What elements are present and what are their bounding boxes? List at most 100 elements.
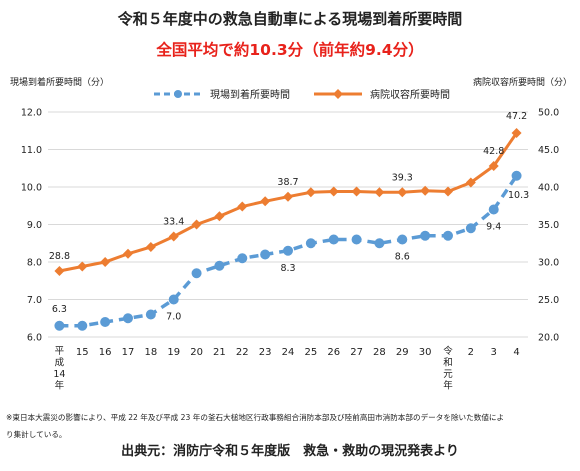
data-point-hospital bbox=[168, 231, 179, 242]
data-point-arrival bbox=[123, 313, 133, 324]
data-point-hospital bbox=[237, 201, 248, 212]
data-point-hospital bbox=[214, 211, 225, 222]
data-point-hospital bbox=[488, 161, 499, 171]
x-tick-label: 2 bbox=[468, 347, 474, 358]
data-label-hospital: 47.2 bbox=[506, 111, 527, 122]
x-tick-label: 29 bbox=[396, 347, 409, 358]
right-tick-label: 30.0 bbox=[538, 258, 559, 269]
data-point-arrival bbox=[260, 249, 271, 260]
data-point-hospital bbox=[191, 219, 202, 230]
data-point-hospital bbox=[374, 187, 385, 198]
legend-marker-hospital bbox=[314, 88, 362, 99]
data-point-arrival bbox=[465, 223, 476, 234]
x-tick-label: 20 bbox=[190, 347, 203, 358]
legend-item-arrival: 現場到着所要時間 bbox=[152, 86, 290, 101]
data-point-arrival bbox=[191, 268, 202, 279]
x-tick-label: 15 bbox=[76, 347, 89, 358]
data-label-hospital: 38.7 bbox=[277, 177, 298, 188]
data-label-arrival: 6.3 bbox=[52, 304, 67, 315]
x-tick-label: 16 bbox=[99, 347, 112, 358]
data-label-arrival: 9.4 bbox=[486, 222, 501, 233]
x-tick-label: 4 bbox=[513, 347, 519, 358]
data-point-hospital bbox=[77, 261, 88, 272]
footnote: ※東日本大震災の影響により、平成 22 年及び平成 23 年の釜石大槌地区行政事… bbox=[6, 409, 576, 443]
data-label-hospital: 42.8 bbox=[483, 146, 504, 157]
right-tick-label: 20.0 bbox=[538, 333, 559, 344]
data-point-arrival bbox=[397, 234, 408, 245]
data-point-arrival bbox=[237, 253, 248, 264]
legend-label-hospital: 病院収容所要時間 bbox=[370, 90, 450, 101]
data-point-hospital bbox=[283, 191, 293, 202]
x-tick-label: 25 bbox=[304, 347, 317, 358]
data-point-arrival bbox=[283, 245, 293, 256]
legend-item-hospital: 病院収容所要時間 bbox=[312, 86, 450, 101]
left-tick-label: 8.0 bbox=[27, 258, 42, 269]
x-tick-label: 26 bbox=[327, 347, 340, 358]
right-tick-label: 50.0 bbox=[538, 108, 559, 119]
x-tick-label: 3 bbox=[491, 347, 497, 358]
data-point-hospital bbox=[100, 257, 111, 267]
chart-title: 令和５年度中の救急自動車による現場到着所要時間 bbox=[117, 10, 463, 28]
right-tick-label: 25.0 bbox=[538, 295, 559, 306]
data-point-arrival bbox=[374, 238, 385, 249]
data-point-hospital bbox=[328, 186, 339, 197]
right-tick-label: 45.0 bbox=[538, 145, 559, 156]
data-point-hospital bbox=[305, 187, 316, 198]
data-label-hospital: 33.4 bbox=[163, 217, 184, 228]
data-point-hospital bbox=[397, 187, 408, 198]
left-tick-label: 9.0 bbox=[27, 220, 42, 231]
x-tick-label: 27 bbox=[350, 347, 363, 358]
data-point-hospital bbox=[511, 128, 522, 138]
footnote-line-2: り集計している。 bbox=[6, 430, 67, 439]
data-point-arrival bbox=[305, 238, 316, 249]
data-point-hospital bbox=[351, 186, 362, 197]
x-tick-label: 平成 14 年 bbox=[53, 346, 65, 392]
data-point-arrival bbox=[488, 204, 499, 215]
data-point-arrival bbox=[145, 309, 156, 320]
data-point-arrival bbox=[214, 260, 225, 271]
x-tick-label: 30 bbox=[419, 347, 432, 358]
source-credit: 出典元：消防庁令和５年度版 救急・救助の現況発表より bbox=[121, 444, 459, 459]
x-tick-label: 23 bbox=[259, 347, 272, 358]
data-label-arrival: 8.6 bbox=[395, 252, 410, 263]
right-axis-label: 病院収容所要時間（分） bbox=[472, 78, 572, 88]
data-point-hospital bbox=[443, 186, 453, 197]
data-label-arrival: 10.3 bbox=[508, 190, 529, 201]
data-point-arrival bbox=[54, 320, 65, 331]
x-tick-label: 19 bbox=[167, 347, 180, 358]
x-tick-label: 令和元年 bbox=[443, 345, 453, 392]
data-point-arrival bbox=[328, 234, 339, 245]
data-point-hospital bbox=[123, 248, 133, 259]
data-point-arrival bbox=[511, 170, 522, 181]
left-tick-label: 11.0 bbox=[21, 145, 42, 156]
data-point-arrival bbox=[77, 320, 88, 331]
data-point-arrival bbox=[351, 234, 362, 245]
data-point-arrival bbox=[168, 294, 179, 305]
x-tick-label: 28 bbox=[373, 347, 386, 358]
x-tick-label: 24 bbox=[282, 347, 295, 358]
x-tick-label: 21 bbox=[213, 347, 226, 358]
legend-marker-arrival bbox=[154, 89, 202, 98]
x-tick-label: 22 bbox=[236, 347, 249, 358]
data-point-hospital bbox=[420, 185, 431, 196]
data-point-arrival bbox=[100, 317, 111, 327]
x-tick-label: 17 bbox=[122, 347, 135, 358]
right-tick-label: 35.0 bbox=[538, 220, 559, 231]
left-tick-label: 6.0 bbox=[27, 333, 42, 344]
data-label-hospital: 28.8 bbox=[49, 251, 70, 262]
right-tick-label: 40.0 bbox=[538, 183, 559, 194]
left-tick-label: 7.0 bbox=[27, 295, 42, 306]
data-label-arrival: 8.3 bbox=[280, 263, 295, 274]
data-point-hospital bbox=[54, 266, 65, 276]
x-tick-label: 18 bbox=[144, 347, 157, 358]
data-point-arrival bbox=[420, 230, 431, 241]
footnote-line-1: ※東日本大震災の影響により、平成 22 年及び平成 23 年の釜石大槌地区行政事… bbox=[6, 413, 505, 422]
data-point-arrival bbox=[443, 230, 453, 241]
chart-subtitle: 全国平均で約10.3分（前年約9.4分） bbox=[156, 41, 424, 59]
left-tick-label: 12.0 bbox=[21, 108, 42, 119]
data-point-hospital bbox=[260, 196, 271, 207]
data-label-arrival: 7.0 bbox=[166, 312, 181, 323]
data-point-hospital bbox=[465, 177, 476, 188]
data-point-hospital bbox=[145, 242, 156, 252]
